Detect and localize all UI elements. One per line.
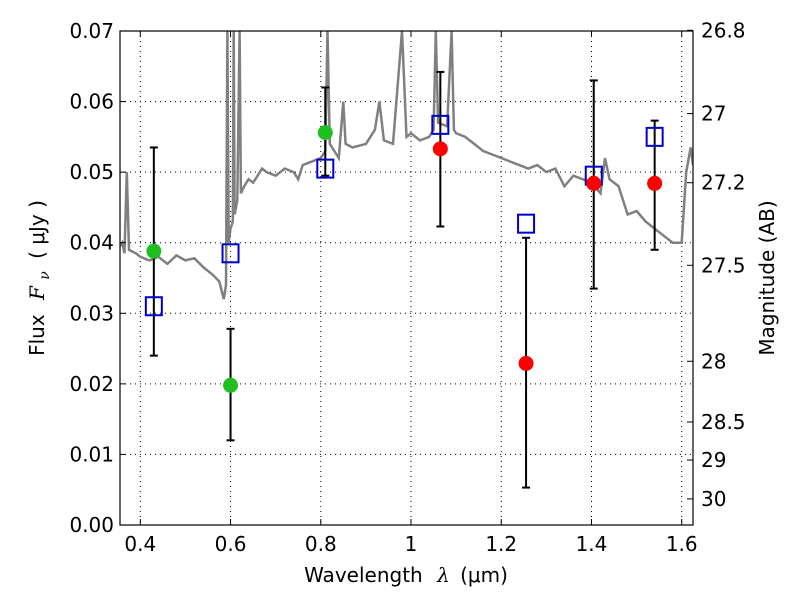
data-point-group bbox=[144, 146, 163, 357]
observed-flux-point bbox=[586, 175, 602, 191]
model-flux-square bbox=[517, 213, 536, 234]
y-tick-label: 0.01 bbox=[69, 442, 114, 466]
x-tick-label: 0.8 bbox=[305, 532, 337, 556]
model-flux-square bbox=[221, 243, 240, 264]
x-tick-label: 1.2 bbox=[485, 532, 517, 556]
x-tick-label: 0.6 bbox=[215, 532, 247, 556]
plot-frame bbox=[119, 30, 694, 526]
y2-axis-title: Magnitude (AB) bbox=[755, 200, 779, 355]
y-tick-label: 0.07 bbox=[69, 19, 114, 43]
y2-tick-label: 27 bbox=[701, 102, 726, 126]
y2-tick-label: 27.2 bbox=[701, 171, 746, 195]
observed-flux-point bbox=[647, 175, 663, 191]
x-tick-label: 1.6 bbox=[666, 532, 698, 556]
model-flux-square bbox=[431, 114, 450, 135]
y-tick-label: 0.00 bbox=[69, 513, 114, 537]
y2-tick-label: 27.5 bbox=[701, 253, 746, 277]
y2-tick-label: 30 bbox=[701, 487, 726, 511]
data-point-group bbox=[517, 213, 536, 489]
data-point-group bbox=[645, 119, 664, 251]
model-flux-square bbox=[316, 158, 335, 179]
data-point-group bbox=[431, 70, 450, 228]
x-tick-label: 1 bbox=[405, 532, 418, 556]
y-tick-label: 0.05 bbox=[69, 160, 114, 184]
observed-flux-point bbox=[432, 141, 448, 157]
spectrum-line bbox=[120, 31, 693, 300]
y2-tick-label: 29 bbox=[701, 448, 726, 472]
observed-flux-point bbox=[146, 243, 162, 259]
observed-flux-point bbox=[223, 377, 239, 393]
x-axis-title: Wavelength λ (μm) bbox=[304, 563, 508, 587]
y-tick-label: 0.03 bbox=[69, 301, 114, 325]
y-tick-label: 0.02 bbox=[69, 372, 114, 396]
x-axis: 0.4 0.6 0.8 1 1.2 1.4 1.6 bbox=[124, 31, 698, 556]
x-tick-label: 1.4 bbox=[576, 532, 608, 556]
y-axis-title: Flux F ν ( μJy ) bbox=[25, 200, 54, 356]
data-point-group bbox=[221, 243, 240, 442]
model-flux-square bbox=[144, 296, 163, 317]
y-tick-label: 0.06 bbox=[69, 90, 114, 114]
x-tick-label: 0.4 bbox=[124, 532, 156, 556]
data-point-group bbox=[584, 79, 603, 290]
model-flux-square bbox=[645, 126, 664, 147]
y2-tick-label: 28.5 bbox=[701, 410, 746, 434]
grid bbox=[120, 30, 693, 526]
y-axis: 0.00 0.01 0.02 0.03 0.04 0.05 0.06 0.07 bbox=[69, 19, 126, 537]
y2-tick-label: 26.8 bbox=[701, 18, 746, 42]
observed-flux-point bbox=[518, 355, 534, 371]
y2-tick-label: 28 bbox=[701, 349, 726, 373]
data-marks bbox=[144, 70, 664, 489]
observed-flux-point bbox=[317, 125, 333, 141]
data-point-group bbox=[316, 86, 335, 179]
y-tick-label: 0.04 bbox=[69, 231, 114, 255]
y2-axis: 26.8 27 27.2 27.5 28 28.5 29 30 bbox=[687, 18, 746, 511]
